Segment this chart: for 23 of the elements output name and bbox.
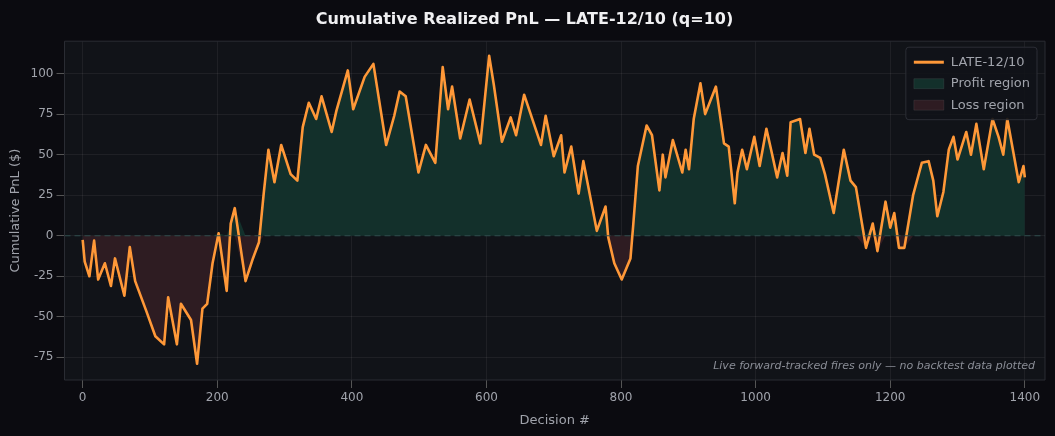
y-tick-label: 50 xyxy=(38,146,54,161)
y-axis-title: Cumulative PnL ($) xyxy=(7,148,23,273)
y-tick-label: 25 xyxy=(38,187,54,202)
x-tick-label: 1400 xyxy=(1009,390,1041,405)
y-tick-label: -50 xyxy=(33,308,54,323)
x-tick-label: 1000 xyxy=(740,390,771,405)
x-tick-label: 600 xyxy=(474,390,498,405)
x-axis-title: Decision # xyxy=(519,411,590,427)
x-tick-label: 400 xyxy=(340,390,364,405)
chart-title: Cumulative Realized PnL — LATE-12/10 (q=10) xyxy=(315,8,734,28)
y-tick-label: 0 xyxy=(45,227,54,242)
y-tick-label: -25 xyxy=(33,268,54,283)
legend-label: LATE-12/10 xyxy=(950,53,1025,69)
x-tick-label: 0 xyxy=(78,390,87,405)
x-tick-label: 200 xyxy=(205,390,229,405)
y-tick-label: -75 xyxy=(33,349,54,364)
y-tick-label: 100 xyxy=(30,65,54,80)
legend-label: Loss region xyxy=(950,96,1025,112)
annotation: Live forward-tracked fires only — no backtest data plotted xyxy=(713,359,1036,373)
y-tick-label: 75 xyxy=(38,106,54,121)
x-tick-label: 1200 xyxy=(874,390,906,405)
x-tick-label: 800 xyxy=(609,390,633,405)
legend-label: Profit region xyxy=(950,75,1030,91)
